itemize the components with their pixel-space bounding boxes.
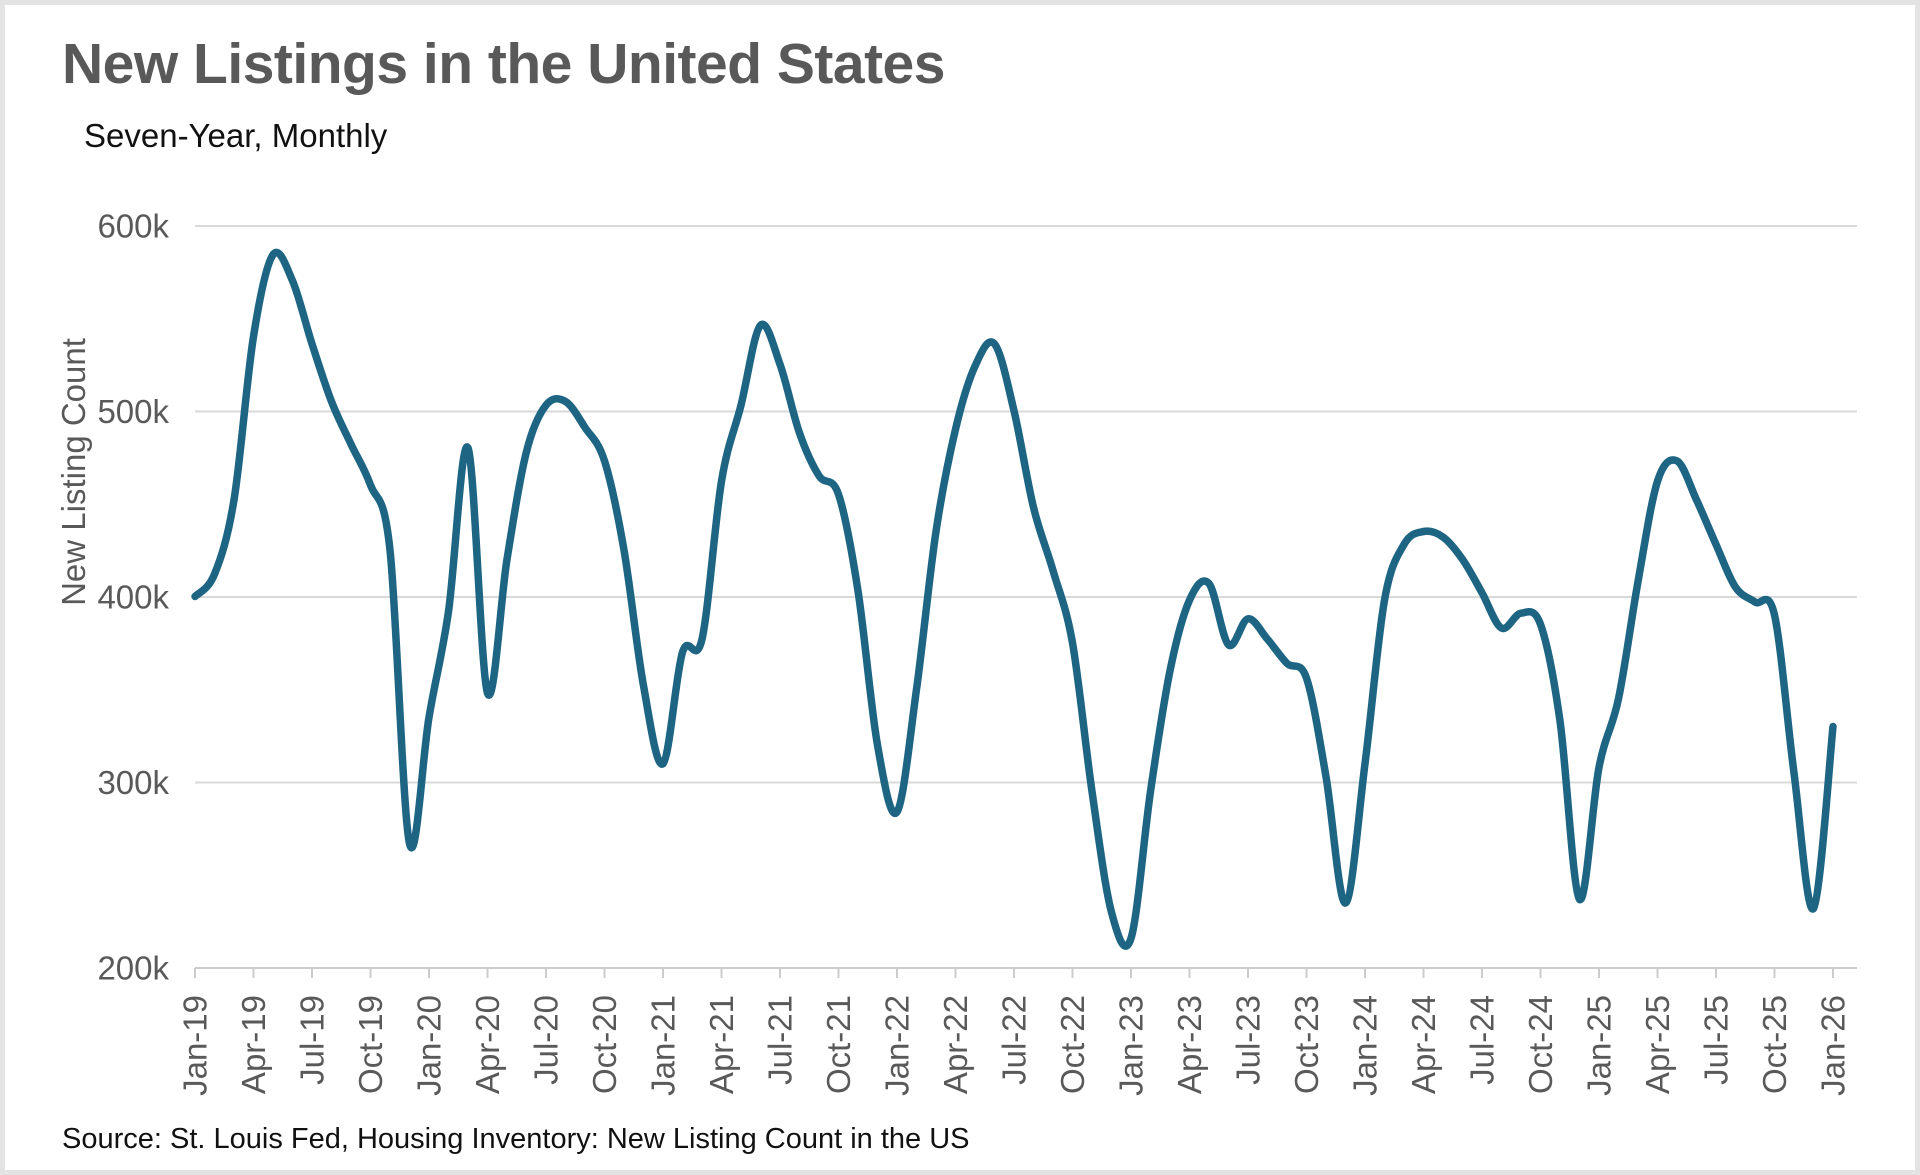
x-tick-label: Jan-19	[177, 995, 214, 1096]
x-tick-label: Apr-25	[1639, 995, 1676, 1094]
y-tick-label: 600k	[97, 208, 169, 245]
y-tick-label: 200k	[97, 950, 169, 987]
x-tick-label: Jul-20	[528, 995, 565, 1085]
x-tick-label: Oct-25	[1756, 995, 1793, 1094]
chart-subtitle: Seven-Year, Monthly	[84, 117, 388, 154]
x-tick-label: Apr-22	[937, 995, 974, 1094]
x-tick-label: Jan-21	[645, 995, 682, 1096]
x-tick-label: Apr-20	[469, 995, 506, 1094]
x-tick-label: Jul-19	[294, 995, 331, 1085]
axis-ticks	[194, 968, 1834, 978]
source-note: Source: St. Louis Fed, Housing Inventory…	[62, 1123, 970, 1155]
x-tick-label: Oct-19	[352, 995, 389, 1094]
series-line	[191, 248, 1837, 950]
x-tick-label: Apr-21	[703, 995, 740, 1094]
x-tick-label: Oct-22	[1054, 995, 1091, 1094]
x-tick-label: Jul-23	[1230, 995, 1267, 1085]
x-tick-label: Oct-23	[1288, 995, 1325, 1094]
x-tick-label: Jul-24	[1464, 995, 1501, 1085]
x-tick-label: Jan-25	[1581, 995, 1618, 1096]
x-tick-label: Apr-19	[235, 995, 272, 1094]
x-tick-label: Jan-23	[1113, 995, 1150, 1096]
x-tick-label: Jan-22	[879, 995, 916, 1096]
x-tick-label: Oct-21	[820, 995, 857, 1094]
y-tick-label: 300k	[97, 764, 169, 801]
x-tick-label: Apr-23	[1171, 995, 1208, 1094]
x-tick-label: Oct-24	[1522, 995, 1559, 1094]
x-tick-label: Jan-26	[1815, 995, 1852, 1096]
x-tick-label: Jan-24	[1347, 995, 1384, 1096]
x-tick-label: Jan-20	[411, 995, 448, 1096]
x-tick-label: Oct-20	[586, 995, 623, 1094]
x-tick-label: Jul-25	[1698, 995, 1735, 1085]
x-tick-label: Jul-21	[762, 995, 799, 1085]
x-tick-label: Jul-22	[996, 995, 1033, 1085]
y-tick-label: 400k	[97, 579, 169, 616]
x-tick-label: Apr-24	[1405, 995, 1442, 1094]
chart-plot: 600k 500k 400k 300k 200k Jan-19 Apr-19 J…	[97, 208, 1857, 1096]
y-tick-label: 500k	[97, 393, 169, 430]
chart-title: New Listings in the United States	[62, 32, 945, 96]
